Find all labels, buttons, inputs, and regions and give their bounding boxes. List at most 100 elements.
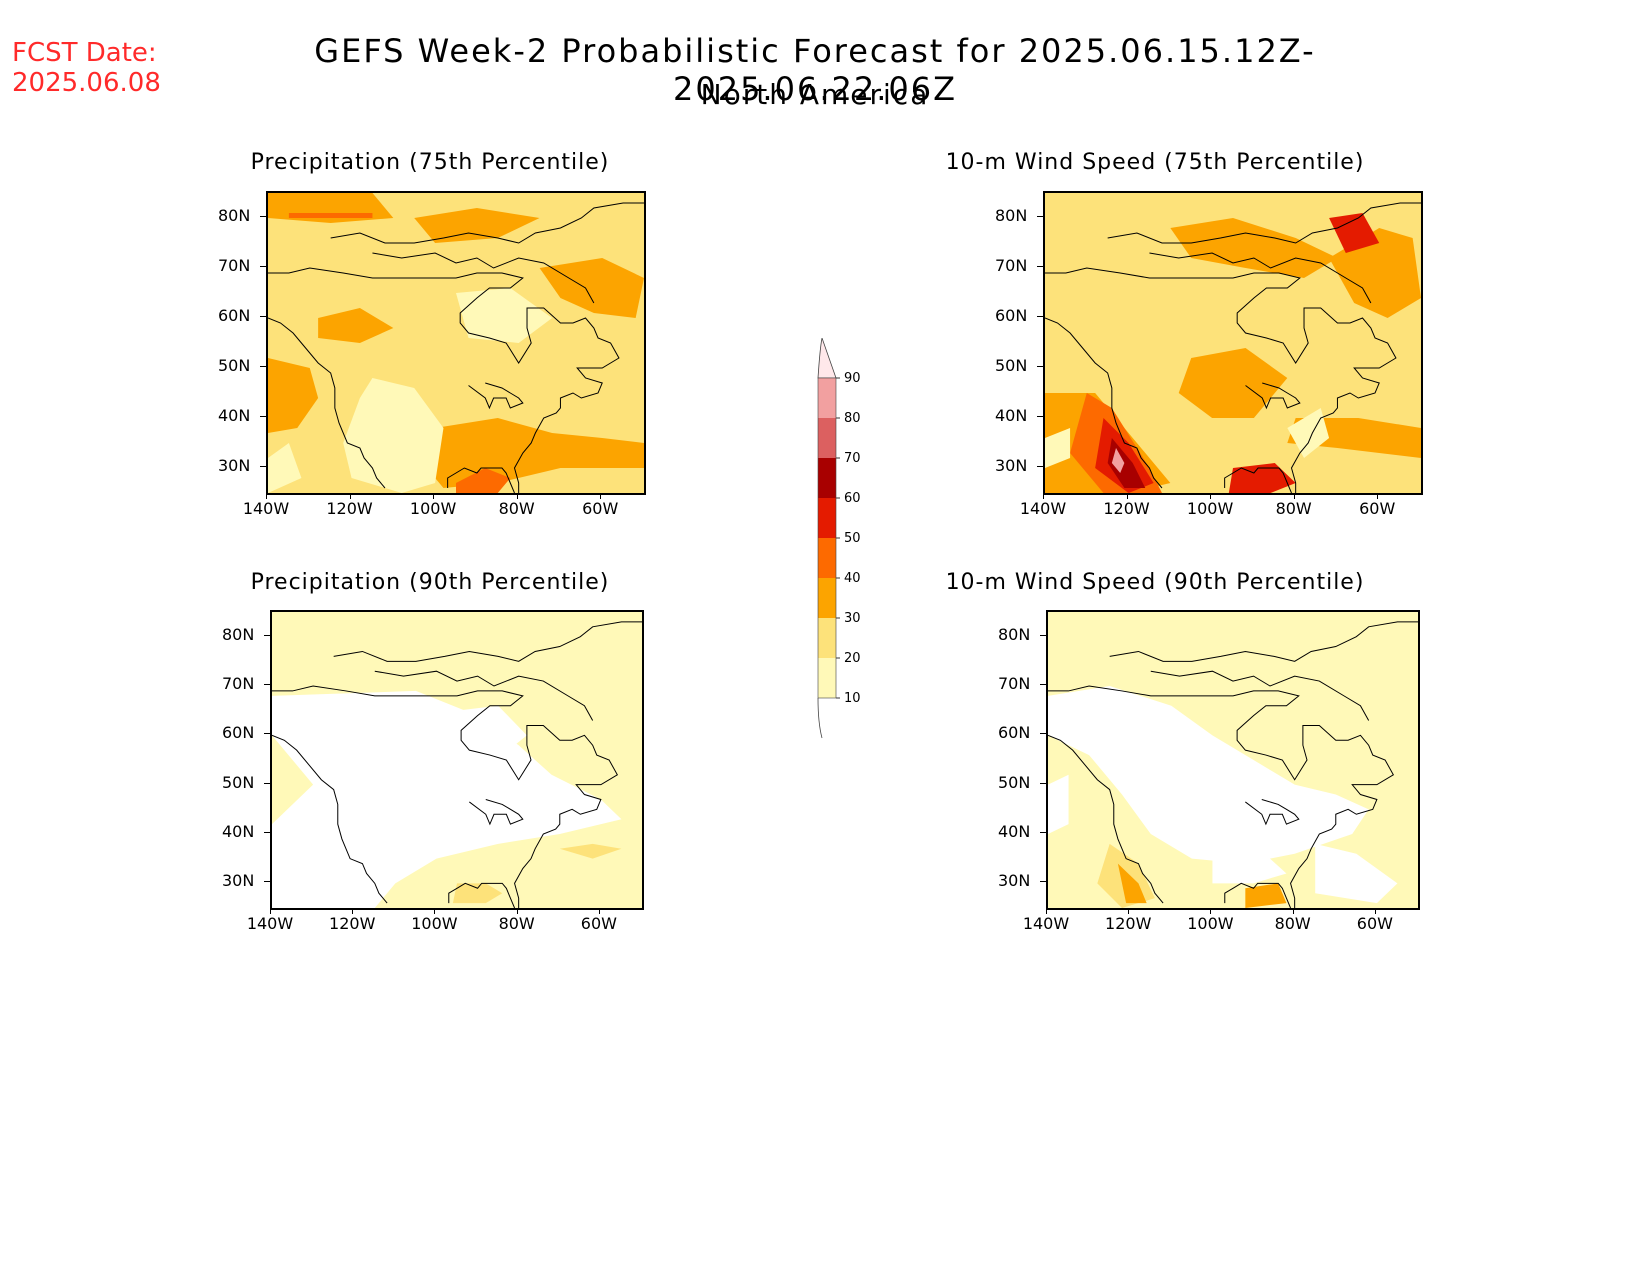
coastline [374,670,594,721]
coastline [1224,467,1292,493]
map-field [268,193,644,493]
lon-tick-label: 140W [246,914,294,933]
lon-tick-mark [266,493,267,499]
forecast-date-value: 2025.06.08 [12,68,161,98]
coastline [448,882,516,908]
colorbar-swatch [818,498,836,538]
lat-tick-mark [1040,733,1046,735]
lat-tick-label: 30N [222,871,255,891]
lat-tick-label: 40N [998,822,1031,841]
lon-tick-mark [1210,908,1212,914]
precip90-map [270,610,644,910]
lat-tick-mark [1040,782,1046,784]
coastline [468,382,524,410]
lat-tick-label: 40N [222,822,255,841]
probability-region [1111,448,1125,473]
lat-tick-label: 60N [998,723,1031,743]
lon-tick-mark [598,908,600,914]
page-subtitle: North America [700,78,930,111]
probability-region [1178,348,1288,418]
coastline [330,202,644,244]
lat-tick-label: 60N [222,723,255,743]
probability-region [1228,463,1296,493]
coastline [447,467,515,493]
lon-tick-label: 80W [1275,499,1312,518]
lon-tick-mark [433,493,435,499]
lon-tick-label: 100W [411,914,458,933]
lat-tick-mark [260,466,266,467]
coastline [1150,670,1370,721]
coastline [1245,382,1301,410]
lon-tick-label: 80W [498,914,535,933]
probability-region [288,213,373,218]
lon-tick-label: 100W [1187,914,1234,933]
coastline [372,252,595,304]
probability-region [414,208,540,243]
lat-tick-mark [1037,216,1043,217]
lat-tick-mark [260,416,266,417]
lat-tick-mark [1037,416,1043,417]
lat-tick-label: 80N [218,206,251,225]
probability-region [268,443,302,493]
coastline [469,798,524,826]
lon-tick-mark [1293,493,1295,499]
wind75-map [1043,191,1423,495]
colorbar-tip-bottom [817,697,823,739]
colorbar-swatch [818,658,836,698]
colorbar-swatch [818,378,836,418]
probability-region [456,288,553,343]
lon-tick-mark [1374,908,1376,914]
lat-tick-mark [260,366,266,367]
forecast-date-label: FCST Date: [12,38,157,68]
coastline [1245,798,1300,826]
lat-tick-label: 30N [998,871,1031,891]
probability-region [452,883,503,904]
lat-tick-label: 60N [995,306,1028,325]
lon-tick-label: 140W [1019,499,1067,518]
lat-tick-mark [260,316,266,317]
panel-title-wind90: 10-m Wind Speed (90th Percentile) [945,570,1365,595]
colorbar-label: 90 [844,371,861,386]
colorbar-label: 30 [844,611,861,626]
probability-region [539,258,644,318]
lat-tick-label: 50N [218,356,251,375]
colorbar-label: 70 [844,451,861,466]
probability-region [318,308,394,343]
map-field [1045,193,1421,493]
lon-tick-label: 60W [582,499,619,518]
coastline [1048,734,1164,904]
colorbar-swatch [818,418,836,458]
lat-tick-label: 70N [995,256,1028,275]
lat-tick-label: 70N [998,674,1031,693]
probability-region [1212,843,1287,884]
lon-tick-label: 120W [326,499,373,518]
coastline [268,267,620,493]
panel-title-precip75: Precipitation (75th Percentile) [250,150,610,175]
lon-tick-label: 100W [409,499,457,518]
lat-tick-label: 80N [995,206,1028,225]
map-field [272,612,642,908]
coastline [1224,882,1292,908]
lon-tick-mark [600,493,602,499]
lon-tick-label: 80W [1274,914,1311,933]
colorbar-label: 60 [844,491,861,506]
lon-tick-label: 120W [329,914,376,933]
lat-tick-mark [1040,832,1046,833]
colorbar-tip-top [817,336,837,379]
probability-region [343,378,444,493]
probability-region [1170,218,1338,278]
coastline [272,734,388,904]
lat-tick-label: 50N [222,772,255,792]
coastline [1109,621,1418,662]
probability-region [1315,843,1398,904]
lat-tick-mark [1037,466,1043,467]
lon-tick-mark [1292,908,1294,914]
lat-tick-mark [264,832,270,833]
lon-tick-label: 140W [242,499,290,518]
lat-tick-mark [264,684,270,685]
map-field [1048,612,1418,908]
lon-tick-mark [516,493,518,499]
colorbar-swatch [818,458,836,498]
lat-tick-label: 40N [995,406,1028,425]
probability-region [456,468,511,493]
